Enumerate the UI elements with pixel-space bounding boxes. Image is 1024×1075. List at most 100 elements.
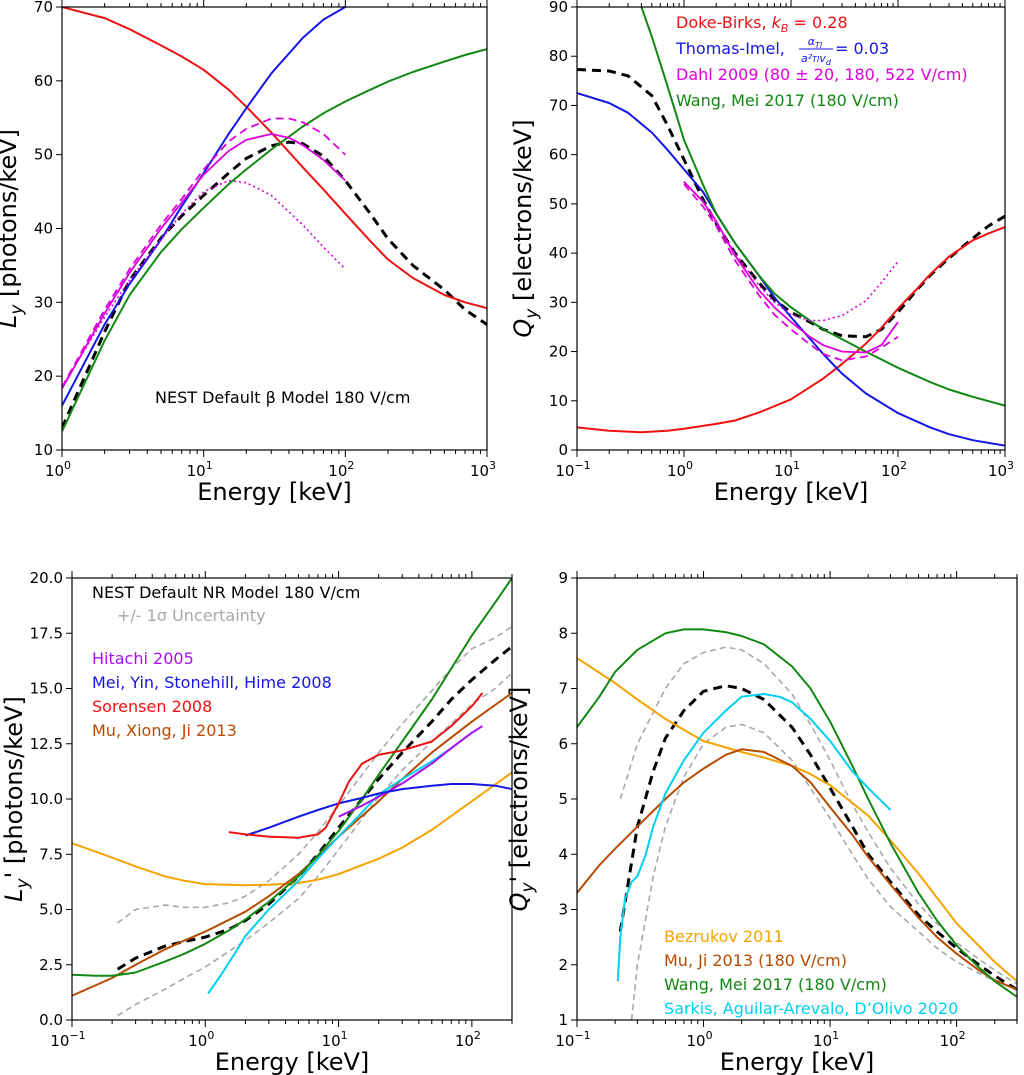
- y-tick-label: 5: [558, 790, 568, 808]
- y-axis-title: Qy [electrons/keV]: [509, 119, 542, 337]
- y-tick-label: 50: [549, 195, 568, 213]
- y-tick-label: 9: [558, 569, 568, 587]
- y-tick-label: 20: [34, 367, 53, 385]
- y-tick-label: 10.0: [30, 790, 63, 808]
- x-axis-title: Energy [keV]: [215, 1048, 370, 1075]
- y-tick-label: 50: [34, 146, 53, 164]
- y-tick-label: 4: [558, 845, 568, 863]
- series-line-lower-1: [117, 672, 512, 1017]
- series-line-hitachi-2005: [338, 725, 483, 818]
- y-tick-label: 40: [549, 244, 568, 262]
- series-line-lower-1: [630, 723, 1017, 1020]
- x-tick-label: 101: [322, 1029, 348, 1050]
- y-axis-title: Ly' [photons/keV]: [0, 696, 33, 902]
- legend-entry-sorensen-2008: Sorensen 2008: [92, 697, 212, 716]
- y-tick-label: 30: [549, 293, 568, 311]
- x-tick-label: 102: [940, 1029, 966, 1050]
- legend-entry-mu-ji-2013-180-v-cm: Mu, Ji 2013 (180 V/cm): [664, 951, 847, 970]
- x-tick-label: 103: [470, 459, 496, 480]
- legend-entry-mu-xiong-ji-2013: Mu, Xiong, Ji 2013: [92, 721, 237, 740]
- x-axis-title: Energy [keV]: [714, 478, 869, 506]
- y-tick-label: 5.0: [39, 901, 63, 919]
- x-tick-label: 100: [667, 459, 693, 480]
- series-group: [577, 628, 1017, 1020]
- series-line-thomas-imel: [577, 92, 1005, 447]
- y-axis-title: Qy' [electrons/keV]: [505, 687, 538, 912]
- y-tick-label: 15.0: [30, 680, 63, 698]
- y-tick-label: 6: [558, 735, 568, 753]
- series-line-mei-yin-stonehill-hime-2008: [245, 783, 512, 837]
- y-tick-label: 2.5: [39, 956, 63, 974]
- x-tick-label: 100: [686, 1029, 712, 1050]
- series-line-sarkis-2020: [207, 731, 473, 995]
- legend-entry-nest-default-nr-model-180-v-cm: NEST Default NR Model 180 V/cm: [92, 583, 360, 602]
- series-line-wang-mei-2017: [72, 578, 512, 977]
- x-tick-label: 103: [988, 459, 1014, 480]
- x-tick-label: 10−1: [50, 1029, 85, 1050]
- y-tick-label: 90: [549, 0, 568, 16]
- series-line-sarkis-2020: [616, 693, 892, 982]
- chart-ly_er: 100 101 102 103 10 20 30 40 50 60 70 Energy [keV] Ly…: [0, 0, 496, 506]
- y-tick-label: 3: [558, 901, 568, 919]
- x-tick-label: 102: [328, 459, 354, 480]
- legend-entry-wang-mei-2017-180-v-cm: Wang, Mei 2017 (180 V/cm): [676, 91, 899, 110]
- series-line-dahl-80: [683, 181, 899, 322]
- x-tick-label: 100: [188, 1029, 214, 1050]
- y-tick-label: 7: [558, 680, 568, 698]
- series-line-doke-birks: [62, 7, 487, 310]
- series-line-wang-mei-2017: [640, 7, 1005, 407]
- legend-entry-thomas-imel: Thomas-Imel,: [675, 39, 785, 58]
- y-tick-label: 2: [558, 956, 568, 974]
- y-axis-title: Ly [photons/keV]: [0, 129, 27, 328]
- chart-qy_nr: 10−1 100 101 102 1 2 3 4 5 6 7 8 9 Energy [keV] Qy' [e…: [505, 569, 1018, 1075]
- legend-fraction: αTI a²TIvd: [799, 35, 833, 67]
- y-tick-label: 20.0: [30, 569, 63, 587]
- y-tick-label: 60: [549, 146, 568, 164]
- series-line-nest: [116, 645, 512, 971]
- fraction-numerator: αTI: [808, 35, 823, 50]
- y-tick-label: 8: [558, 624, 568, 642]
- x-tick-label: 101: [187, 459, 213, 480]
- series-line-dahl-180: [683, 181, 899, 354]
- x-tick-label: 10−1: [555, 459, 590, 480]
- y-tick-label: 10: [34, 441, 53, 459]
- series-line-sorensen-2008: [228, 692, 484, 839]
- x-axis-title: Energy [keV]: [720, 1048, 875, 1075]
- series-line-bezrukov-2011: [72, 771, 512, 887]
- legend-entry-1-uncertainty: +/- 1σ Uncertainty: [117, 606, 266, 625]
- chart-ly_nr: 10−1 100 101 102 0.0 2.5 5.0 7.5 10.0 12.5 15.0 17.…: [0, 569, 513, 1075]
- y-tick-label: 12.5: [30, 735, 63, 753]
- series-line-dahl-522: [62, 117, 346, 388]
- series-group: [72, 578, 512, 1017]
- series-line-dahl-180: [62, 133, 346, 390]
- x-tick-label: 102: [455, 1029, 481, 1050]
- series-line-nest: [618, 684, 1017, 991]
- series-line-mu-xiong-ji-2013: [72, 692, 512, 997]
- y-tick-label: 80: [549, 47, 568, 65]
- x-axis-title: Energy [keV]: [197, 478, 352, 506]
- series-line-dahl-80: [62, 179, 346, 388]
- series-line-wang-mei-2017: [577, 628, 1017, 998]
- legend-entry-hitachi-2005: Hitachi 2005: [92, 649, 194, 668]
- legend-entry-sarkis-aguilar-arevalo-d-olivo-2020: Sarkis, Aguilar-Arevalo, D’Olivo 2020: [664, 999, 958, 1018]
- y-tick-label: 0: [558, 441, 568, 459]
- y-tick-label: 20: [549, 343, 568, 361]
- chart-qy_er: 10−1 100 101 102 103 0 10 20 30 40 50 60 70 80 90 Energ…: [509, 0, 1014, 506]
- series-line-doke-birks: [577, 226, 1005, 434]
- x-tick-label: 102: [881, 459, 907, 480]
- legend-entry-wang-mei-2017-180-v-cm: Wang, Mei 2017 (180 V/cm): [664, 975, 887, 994]
- series-line-mu-ji-2013: [577, 748, 1017, 991]
- series-group: [577, 7, 1005, 447]
- series-line-upper-1: [619, 646, 1017, 985]
- series-line-dahl-522: [683, 183, 899, 362]
- legend-entry-tail: = 0.03: [835, 39, 889, 58]
- legend-entry-bezrukov-2011: Bezrukov 2011: [664, 927, 784, 946]
- y-tick-label: 1: [558, 1011, 568, 1029]
- y-tick-label: 60: [34, 72, 53, 90]
- x-tick-label: 101: [774, 459, 800, 480]
- legend-entry-doke-birks-k: Doke-Birks, kB = 0.28: [676, 13, 848, 35]
- series-group: [62, 7, 487, 432]
- y-tick-label: 10: [549, 392, 568, 410]
- x-tick-label: 10−1: [555, 1029, 590, 1050]
